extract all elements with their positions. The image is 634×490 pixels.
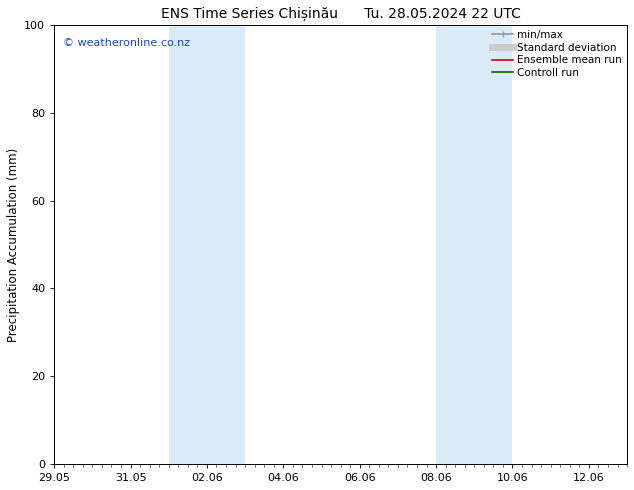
Bar — [169, 25, 245, 464]
Legend: min/max, Standard deviation, Ensemble mean run, Controll run: min/max, Standard deviation, Ensemble me… — [490, 28, 624, 80]
Bar — [436, 25, 512, 464]
Title: ENS Time Series Chișinău      Tu. 28.05.2024 22 UTC: ENS Time Series Chișinău Tu. 28.05.2024 … — [160, 7, 521, 21]
Text: © weatheronline.co.nz: © weatheronline.co.nz — [63, 38, 190, 48]
Y-axis label: Precipitation Accumulation (mm): Precipitation Accumulation (mm) — [7, 147, 20, 342]
